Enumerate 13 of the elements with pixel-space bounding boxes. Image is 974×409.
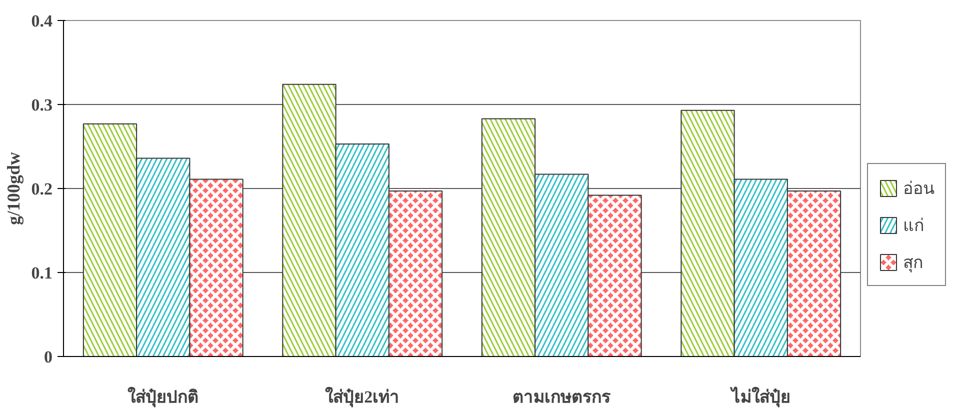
x-tick-label: ตามเกษตรกร (512, 388, 612, 406)
y-tick-label: 0.3 (31, 96, 52, 114)
x-tick-label: ใส่ปุ๋ย2เท่า (325, 386, 400, 408)
y-axis-title: g/100gdw (3, 152, 24, 226)
y-tick-label: 0 (44, 348, 52, 366)
x-tick-label: ใส่ปุ๋ยปกติ (128, 386, 199, 408)
legend-label: อ่อน (903, 178, 935, 200)
legend-label: สุก (903, 252, 923, 274)
y-tick-label: 0.4 (31, 12, 53, 30)
x-tick-label: ไม่ใส่ปุ๋ย (729, 386, 790, 408)
legend-label: แก่ (903, 215, 924, 237)
y-tick-label: 0.1 (31, 264, 52, 282)
y-tick-label: 0.2 (31, 180, 52, 198)
